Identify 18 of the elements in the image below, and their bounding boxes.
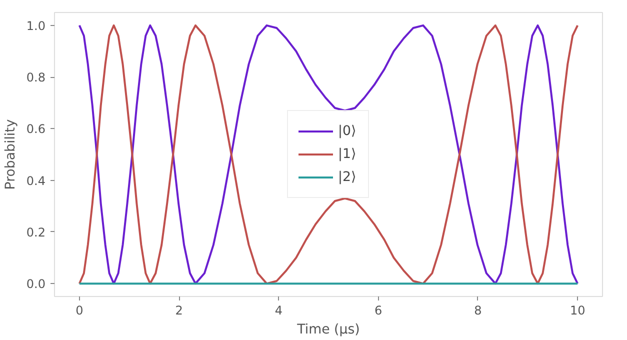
line-series (78, 24, 579, 285)
y-tick-label: 0.2 (26, 225, 46, 240)
y-tick-label: 1.0 (26, 18, 46, 33)
y-tick-label: 0.8 (26, 70, 46, 85)
x-tick-label: 4 (274, 304, 283, 318)
x-axis-title: Time (µs) (296, 322, 360, 338)
legend-label: |2⟩ (338, 170, 358, 184)
x-tick-label: 2 (175, 304, 183, 318)
y-tick-label: 0.0 (26, 277, 46, 292)
x-tick-label: 0 (76, 304, 84, 318)
legend-label: |1⟩ (338, 146, 358, 162)
y-tick-label: 0.4 (26, 174, 46, 188)
x-tick-label: 8 (474, 304, 482, 318)
x-tick-label: 6 (374, 304, 382, 318)
y-tick-label: 0.6 (26, 122, 46, 136)
legend-label: |0⟩ (338, 124, 358, 138)
y-axis-title: Probability (3, 119, 18, 190)
x-tick-label: 10 (570, 304, 586, 318)
